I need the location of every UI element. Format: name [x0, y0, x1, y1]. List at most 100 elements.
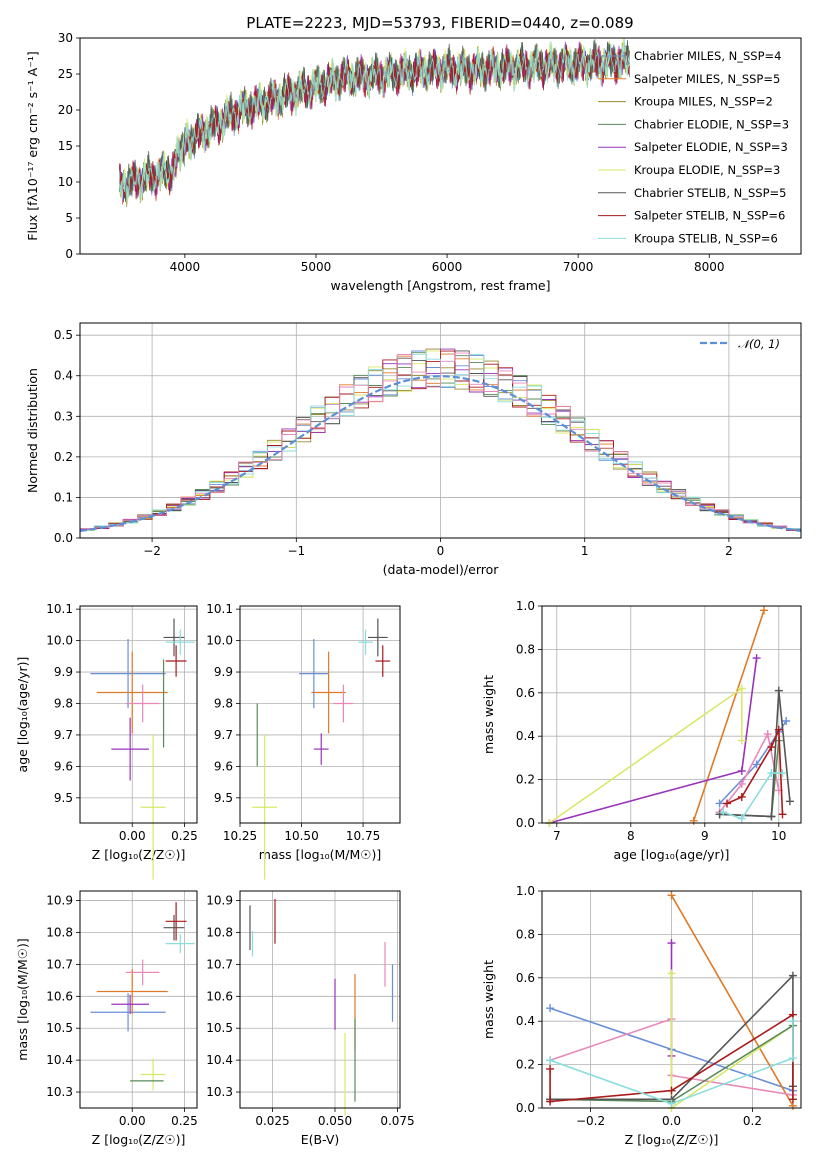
error-bar-point: [313, 733, 329, 765]
x-tick-label: 7: [553, 829, 561, 843]
panel-frame: [79, 605, 198, 824]
weight-line: [719, 740, 780, 818]
panel-axes: 0.00 0.25 10.3 10.4 10.5 10.6 10.7 10.8 10.9 Z [l…: [15, 891, 198, 1147]
y-tick-label: 0.2: [516, 773, 535, 787]
error-bar-point: [252, 734, 277, 880]
x-tick-label: 0: [437, 544, 445, 558]
weight-marker: [546, 1064, 555, 1073]
y-tick-label: 9.6: [214, 759, 233, 773]
weight-marker: [778, 810, 787, 819]
weight-line: [723, 772, 783, 820]
legend: Chabrier MILES, N_SSP=4 Salpeter MILES, N…: [598, 49, 789, 245]
x-tick-label: −0.2: [576, 1114, 605, 1128]
error-bar-point: [358, 629, 373, 655]
error-bar-point: [96, 651, 168, 734]
weight-series: [715, 686, 794, 821]
x-axis-label: wavelength [Angstrom, rest frame]: [330, 278, 550, 293]
y-tick-label: 10.8: [46, 925, 73, 939]
figure-title: PLATE=2223, MJD=53793, FIBERID=0440, z=0…: [246, 14, 633, 32]
weight-marker: [788, 1095, 797, 1104]
x-tick-label: −1: [287, 544, 305, 558]
y-tick-label: 5: [65, 211, 73, 225]
weight-line: [718, 731, 780, 813]
y-tick-label: 10.4: [206, 1053, 233, 1067]
weight-series: [667, 891, 797, 1110]
y-tick-label: 0.6: [516, 686, 535, 700]
legend-label: 𝒩(0, 1): [738, 337, 780, 351]
weight-marker: [767, 769, 776, 778]
weight-line: [549, 1021, 794, 1105]
weight-marker: [737, 792, 746, 801]
x-tick-label: 0.0: [662, 1114, 681, 1128]
weight-line: [692, 610, 765, 822]
y-tick-label: 9.9: [54, 665, 73, 679]
weight-series: [689, 606, 768, 825]
y-tick-label: 0.8: [516, 927, 535, 941]
y-tick-label: 0.0: [54, 531, 73, 545]
y-tick-label: 9.5: [214, 791, 233, 805]
histogram-step: [80, 352, 801, 531]
x-tick-label: 0.050: [318, 1114, 352, 1128]
y-tick-label: 9.7: [54, 728, 73, 742]
error-bar-point: [125, 684, 160, 723]
weight-marker: [715, 799, 724, 808]
y-tick-label: 1.0: [516, 599, 535, 613]
spectrum-line: [118, 38, 630, 202]
error-bar-point: [111, 994, 149, 1014]
panel-frame: [239, 605, 401, 824]
weight-marker: [737, 779, 746, 788]
weight-series: [723, 725, 787, 819]
x-tick-label: 8: [627, 829, 635, 843]
y-tick-label: 0.2: [516, 1058, 535, 1072]
panel-frame: [79, 322, 802, 539]
y-tick-label: 9.6: [54, 759, 73, 773]
weight-marker: [737, 736, 746, 745]
legend-label: Chabrier MILES, N_SSP=4: [634, 49, 781, 63]
legend-label: Kroupa ELODIE, N_SSP=3: [634, 163, 780, 177]
y-tick-label: 10.6: [206, 989, 233, 1003]
histograms: [80, 348, 801, 532]
x-axis-label: E(B-V): [301, 1132, 340, 1147]
x-tick-label: 0.025: [255, 1114, 289, 1128]
y-tick-label: 10.5: [206, 1021, 233, 1035]
y-tick-label: 10.6: [46, 989, 73, 1003]
y-tick-label: 20: [58, 103, 73, 117]
x-tick-label: 6000: [432, 260, 463, 274]
weight-marker: [767, 743, 776, 752]
y-axis-label: mass weight: [481, 960, 496, 1039]
histogram-step: [80, 350, 801, 531]
y-tick-label: 0.4: [516, 1014, 535, 1028]
x-tick-label: 4000: [170, 260, 201, 274]
x-tick-label: 10.25: [223, 829, 257, 843]
weight-line: [548, 686, 743, 824]
x-tick-label: 10.75: [346, 829, 380, 843]
y-tick-label: 10.1: [46, 602, 73, 616]
y-tick-label: 0.4: [54, 369, 73, 383]
x-tick-label: 1: [581, 544, 589, 558]
x-axis-label: mass [log₁₀(M/M☉)]: [259, 847, 381, 862]
panel-frame: [79, 890, 198, 1109]
normal-curve: [80, 375, 801, 532]
y-tick-label: 0.8: [516, 642, 535, 656]
weight-marker: [723, 799, 731, 808]
panel-frame: [541, 605, 802, 824]
legend-label: Chabrier ELODIE, N_SSP=3: [634, 117, 789, 131]
y-tick-label: 10: [58, 175, 73, 189]
y-tick-label: 9.8: [214, 696, 233, 710]
y-tick-label: 9.5: [54, 791, 73, 805]
y-tick-label: 10.5: [46, 1021, 73, 1035]
weight-marker: [782, 717, 791, 726]
weight-marker: [760, 606, 768, 615]
error-bar-point: [165, 629, 195, 655]
weight-marker: [667, 891, 676, 900]
weight-line: [670, 894, 794, 1107]
error-bar-point: [165, 934, 195, 954]
legend-label: Kroupa STELIB, N_SSP=6: [634, 231, 778, 245]
error-bar-point: [163, 914, 185, 941]
y-tick-label: 10.0: [46, 634, 73, 648]
error-bar-point: [111, 717, 149, 781]
weight-marker: [767, 812, 776, 821]
weight-marker: [667, 939, 676, 948]
x-tick-label: 10: [771, 829, 786, 843]
panel-frame: [79, 37, 802, 255]
